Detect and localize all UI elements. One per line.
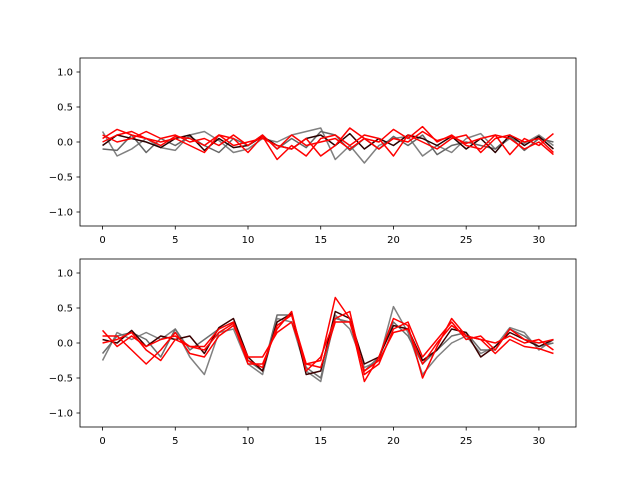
y-tick-label: −1.0 [49,409,73,420]
series-line-2 [101,314,554,379]
x-tick-label: 25 [460,235,473,246]
x-tick-label: 0 [99,436,105,447]
x-tick-label: 25 [460,436,473,447]
series-line-2 [102,130,554,156]
series-line-6 [102,321,554,372]
y-tick-label: 0.5 [57,304,73,315]
x-tick-label: 20 [387,235,400,246]
y-tick-label: 0.0 [57,339,73,350]
top-plot: 0 5 10 15 20 25 30 −1.0 −0.5 0.0 0.5 1.0 [49,57,577,246]
y-tick-label: 0.5 [57,103,73,114]
series-line-3 [102,310,554,376]
y-tick-label: 0.0 [57,138,73,149]
x-tick-label: 30 [533,436,546,447]
x-tick-label: 0 [99,235,105,246]
x-tick-label: 20 [387,436,400,447]
y-tick-label: −1.0 [49,208,73,219]
x-tick-label: 15 [314,436,327,447]
y-tick-label: 1.0 [57,269,73,280]
x-tick-label: 10 [242,436,255,447]
x-tick-label: 10 [242,235,255,246]
x-tick-label: 30 [533,235,546,246]
x-tick-label: 5 [172,235,178,246]
y-tick-label: −0.5 [49,173,73,184]
y-tick-label: −0.5 [49,374,73,385]
x-tick-label: 15 [314,235,327,246]
series-line-4 [102,127,554,157]
series-line-1 [101,127,554,164]
x-tick-label: 5 [172,436,178,447]
series-line-5 [102,310,554,376]
series-line-6 [102,125,554,156]
y-tick-label: 1.0 [57,68,73,79]
bottom-plot: 0 5 10 15 20 25 30 −1.0 −0.5 0.0 0.5 1.0 [49,258,577,447]
